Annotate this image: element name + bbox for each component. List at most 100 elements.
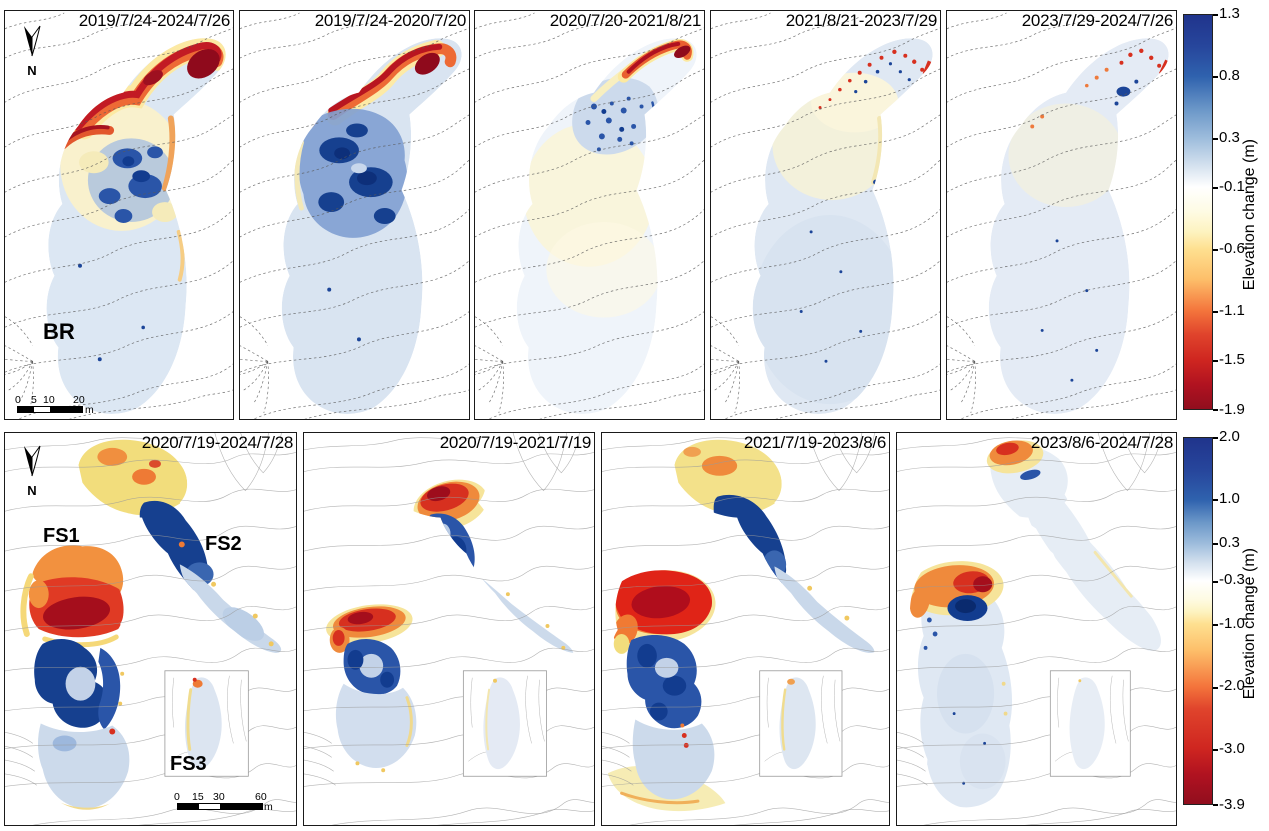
- scale-bar-graphic: [17, 406, 83, 413]
- colorbar-tick-label: -0.1: [1219, 178, 1245, 195]
- elevation-change-map-br-4: [711, 12, 940, 419]
- colorbar-axis-label-top: Elevation change (m): [1241, 139, 1258, 291]
- glacier-br: [281, 38, 462, 414]
- scale-tick: 0: [174, 791, 180, 803]
- colorbar-tick-label: 1.3: [1219, 5, 1240, 22]
- panel-br-5: 2023/7/29-2024/7/26: [946, 10, 1177, 420]
- scale-tick: 60: [255, 791, 267, 803]
- panel-br-1: 2019/7/24-2024/7/26 N BR 0 5 10 20 m: [4, 10, 234, 420]
- elevation-change-map-br-1: [5, 12, 233, 419]
- scale-bar-graphic: [177, 803, 263, 810]
- colorbar-tick-mark: [1213, 360, 1218, 362]
- north-arrow-icon: [23, 25, 41, 57]
- colorbar-axis-label-bottom: Elevation change (m): [1241, 548, 1258, 700]
- colorbar-tick-label: -2.0: [1219, 677, 1245, 694]
- panel-fs-2: 2020/7/19-2021/7/19: [303, 432, 595, 826]
- colorbar-bottom: [1183, 437, 1213, 805]
- panel-title: 2021/7/19-2023/8/6: [743, 433, 886, 452]
- fs3-inset-glacier: [779, 677, 816, 770]
- colorbar-tick-label: -0.6: [1219, 240, 1245, 257]
- panel-br-2: 2019/7/24-2020/7/20: [239, 10, 470, 420]
- colorbar-tick-mark: [1213, 581, 1218, 583]
- elevation-change-map-br-3: [475, 12, 704, 419]
- panel-title: 2023/8/6-2024/7/28: [1030, 433, 1173, 452]
- colorbar-tick-mark: [1213, 624, 1218, 626]
- scale-tick: 5: [31, 394, 37, 406]
- glaciers-fs: [908, 440, 1161, 808]
- elevation-change-map-br-5: [947, 12, 1176, 419]
- elevation-change-map-fs-2: [304, 433, 594, 825]
- scale-tick: 30: [213, 791, 225, 803]
- scale-bar: 0 5 10 20 m: [13, 394, 103, 420]
- colorbar-tick-mark: [1213, 138, 1218, 140]
- elevation-change-map-br-2: [240, 12, 469, 419]
- colorbar-tick-mark: [1213, 187, 1218, 189]
- scale-bar: 0 15 30 60 m: [174, 791, 285, 817]
- north-label: N: [27, 483, 37, 498]
- north-label: N: [27, 63, 37, 78]
- colorbar-tick-label: 0.3: [1219, 534, 1240, 551]
- colorbar-tick-mark: [1213, 409, 1218, 411]
- elevation-change-map-fs-4: [897, 433, 1176, 825]
- colorbar-tick-mark: [1213, 687, 1218, 689]
- elevation-change-map-fs-3: [602, 433, 889, 825]
- region-label-br: BR: [43, 319, 75, 344]
- colorbar-tick-label: -1.0: [1219, 615, 1245, 632]
- elevation-change-map-fs-1: [5, 433, 296, 825]
- north-arrow: N: [19, 443, 45, 497]
- panel-fs-1: 2020/7/19-2024/7/28 N FS1 FS2 FS3 0 15 3…: [4, 432, 297, 826]
- scale-tick: 0: [15, 394, 21, 406]
- region-label-fs1: FS1: [43, 525, 80, 547]
- scale-unit: m: [85, 404, 94, 416]
- colorbar-tick-label: -3.0: [1219, 740, 1245, 757]
- colorbar-tick-mark: [1213, 249, 1218, 251]
- panel-title: 2020/7/19-2021/7/19: [439, 433, 592, 452]
- colorbar-tick-label: -1.1: [1219, 302, 1245, 319]
- panel-title: 2020/7/19-2024/7/28: [141, 433, 294, 452]
- colorbar-tick-mark: [1213, 749, 1218, 751]
- colorbar-tick-label: 0.3: [1219, 129, 1240, 146]
- glaciers-fs: [20, 439, 282, 810]
- colorbar-tick-mark: [1213, 76, 1218, 78]
- colorbar-tick-label: 1.0: [1219, 490, 1240, 507]
- colorbar-tick-label: -1.5: [1219, 351, 1245, 368]
- colorbar-tick-mark: [1213, 499, 1218, 501]
- panel-fs-4: 2023/8/6-2024/7/28: [896, 432, 1177, 826]
- fs3-inset-glacier: [184, 677, 222, 770]
- glacier-br: [988, 38, 1169, 414]
- colorbar-tick-mark: [1213, 311, 1218, 313]
- glaciers-fs: [609, 439, 875, 800]
- glacier-br: [516, 38, 697, 414]
- colorbar-tick-mark: [1213, 437, 1218, 439]
- panel-title: 2019/7/24-2024/7/26: [78, 11, 231, 30]
- scale-unit: m: [264, 801, 273, 813]
- panel-title: 2020/7/20-2021/8/21: [549, 11, 702, 30]
- north-arrow: N: [19, 23, 45, 77]
- panel-br-4: 2021/8/21-2023/7/29: [710, 10, 941, 420]
- scale-tick: 15: [192, 791, 204, 803]
- colorbar-tick-mark: [1213, 543, 1218, 545]
- fs3-inset-glacier: [1069, 677, 1105, 770]
- colorbar-tick-label: 0.8: [1219, 67, 1240, 84]
- colorbar-tick-mark: [1213, 804, 1218, 806]
- glacier-br: [46, 38, 226, 414]
- colorbar-tick-label: -1.9: [1219, 401, 1245, 418]
- scale-tick: 20: [73, 394, 85, 406]
- scale-tick: 10: [43, 394, 55, 406]
- panel-title: 2023/7/29-2024/7/26: [1021, 11, 1174, 30]
- north-arrow-icon: [23, 445, 41, 477]
- region-label-fs3: FS3: [170, 753, 207, 775]
- panel-title: 2021/8/21-2023/7/29: [785, 11, 938, 30]
- glacier-br: [752, 38, 933, 414]
- colorbar-tick-label: -3.9: [1219, 796, 1245, 813]
- colorbar-tick-mark: [1213, 14, 1218, 16]
- region-label-fs2: FS2: [205, 533, 242, 555]
- colorbar-top: [1183, 14, 1213, 410]
- panel-title: 2019/7/24-2020/7/20: [314, 11, 467, 30]
- colorbar-tick-label: 2.0: [1219, 428, 1240, 445]
- fs3-inset-glacier: [483, 677, 520, 770]
- colorbar-tick-label: -0.3: [1219, 571, 1245, 588]
- panel-fs-3: 2021/7/19-2023/8/6: [601, 432, 890, 826]
- panel-br-3: 2020/7/20-2021/8/21: [474, 10, 705, 420]
